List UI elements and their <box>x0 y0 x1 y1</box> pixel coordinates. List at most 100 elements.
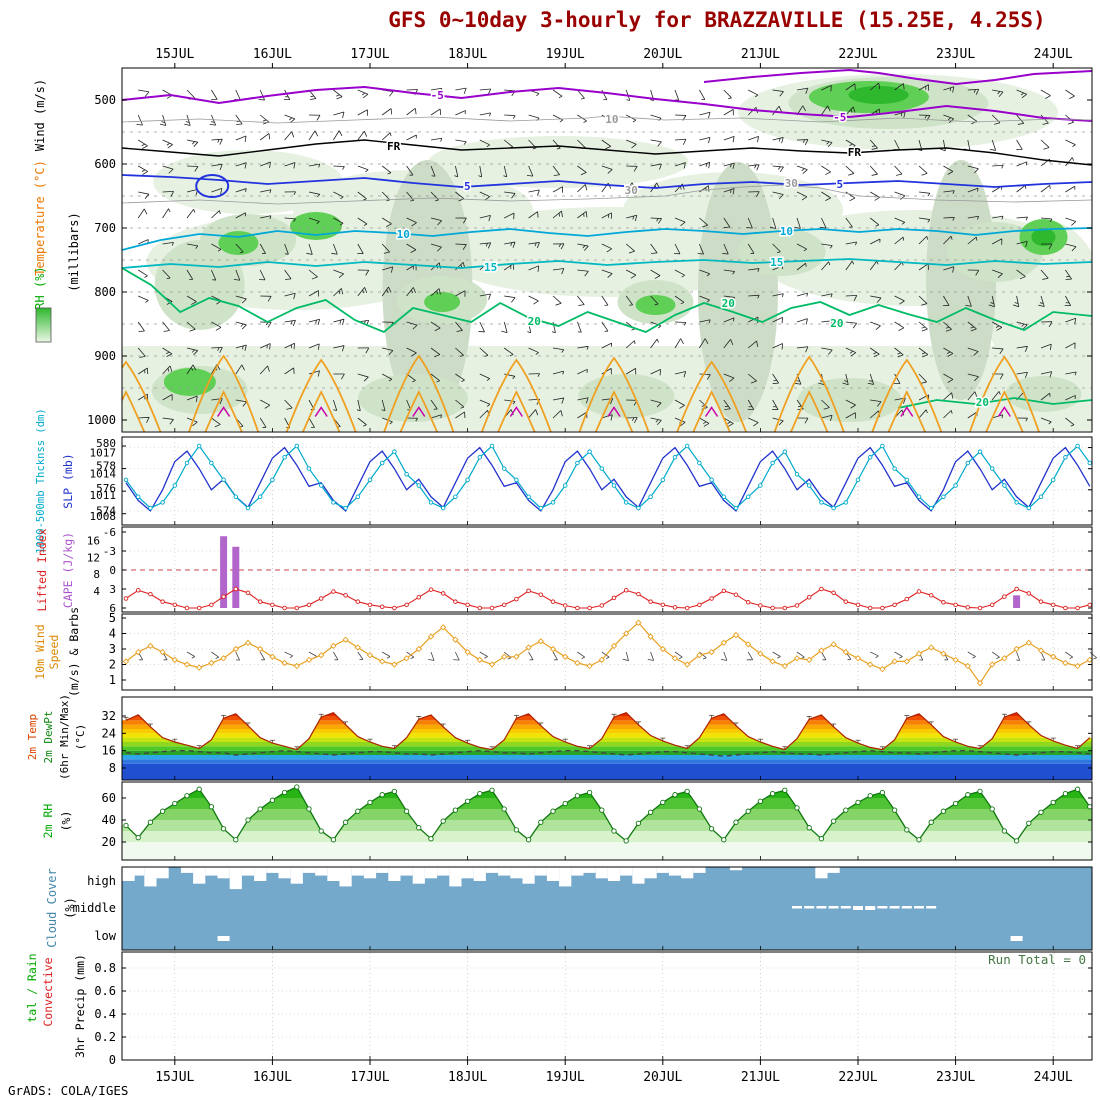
wind-barb-tick <box>163 330 170 332</box>
series-marker <box>636 505 641 511</box>
wind-barb-tick <box>314 130 319 137</box>
wind-barb <box>504 191 516 194</box>
series-marker <box>623 588 629 593</box>
wind-barb-halftick <box>193 209 196 213</box>
wind-barb-tick <box>194 166 199 172</box>
wind-barb-tick <box>439 88 443 95</box>
wind-barb-tick <box>560 243 565 250</box>
wind-barb <box>674 417 686 423</box>
cloud-bar-low <box>1010 936 1023 941</box>
series-marker <box>501 653 508 660</box>
value-band <box>122 737 1092 742</box>
wind-barb <box>992 347 1004 350</box>
wind-barb <box>503 263 514 271</box>
wind-barb-halftick <box>293 191 296 196</box>
wind-barb <box>1016 161 1027 167</box>
wind-barb <box>821 261 829 271</box>
value-band <box>122 842 1092 860</box>
series-marker <box>916 494 922 500</box>
wind-barb <box>1065 139 1076 145</box>
wind-barb <box>650 139 662 143</box>
contour-label: 10 <box>780 225 793 238</box>
wind-barb <box>992 164 1004 167</box>
wind-barb <box>235 295 247 300</box>
series-marker <box>392 449 397 454</box>
wind-barb <box>1040 185 1050 193</box>
contour-label: 20 <box>722 297 735 310</box>
wind-barb <box>650 651 655 661</box>
wind-barb-halftick <box>191 656 195 659</box>
wind-barb <box>333 89 343 97</box>
series-marker <box>855 799 861 806</box>
wind-barb-tick <box>1017 122 1024 125</box>
series-marker <box>342 636 349 643</box>
wind-barb <box>1065 89 1075 97</box>
contour-arch-inner <box>497 389 536 432</box>
wind-barb-halftick <box>1020 92 1025 96</box>
contour-line <box>897 397 1092 409</box>
pressure-tick-label: 1000 <box>87 413 116 427</box>
wind-barb <box>967 347 979 352</box>
wind-barb <box>1040 371 1052 375</box>
wind-barb <box>1016 240 1028 245</box>
wind-barb <box>552 370 564 375</box>
left-axis-label: SLP (mb) <box>61 453 75 508</box>
wind-barb-tick <box>828 349 833 355</box>
wind-barb <box>943 217 955 219</box>
contour-line <box>122 184 1092 205</box>
wind-barb-halftick <box>952 217 955 221</box>
wind-barb <box>259 269 266 281</box>
wind-barb-tick <box>488 293 491 300</box>
contour-line <box>122 227 1092 251</box>
wind-barb <box>308 163 320 167</box>
wind-barb-halftick <box>728 97 732 100</box>
wind-barb <box>211 321 222 328</box>
wind-barb <box>430 373 440 382</box>
series-marker <box>453 494 458 500</box>
wind-barb-halftick <box>757 268 760 272</box>
wind-barb-halftick <box>1014 302 1019 305</box>
wind-barb-halftick <box>336 94 340 97</box>
wind-barb-halftick <box>478 175 482 178</box>
wind-barb-tick <box>802 105 806 112</box>
wind-barb-halftick <box>947 117 951 121</box>
series-marker <box>148 591 153 597</box>
series-marker <box>781 662 788 670</box>
series-marker <box>440 505 446 511</box>
wind-barb <box>235 162 247 167</box>
wind-barb-halftick <box>849 350 854 354</box>
wind-barb <box>211 163 223 167</box>
wind-barb-tick <box>1071 221 1077 226</box>
precip-tick-label: 0.4 <box>94 1007 116 1021</box>
wind-barb-tick <box>342 319 345 326</box>
series-marker <box>574 793 581 799</box>
series-marker <box>160 599 165 604</box>
panel-border <box>121 526 1093 613</box>
wind-barb-tick <box>293 162 296 169</box>
wind-barb <box>699 161 710 167</box>
cloud-bar-high <box>278 867 291 879</box>
rh-shading-blob <box>424 292 461 312</box>
wind-barb <box>992 321 1003 328</box>
wind-barb-tick <box>290 118 296 123</box>
wind-barb <box>284 367 294 375</box>
wind-barb-tick <box>341 345 345 352</box>
wind-barb <box>650 417 662 421</box>
series-marker <box>488 661 496 668</box>
series-marker <box>294 605 300 611</box>
wind-barb-halftick <box>577 331 582 333</box>
series-marker <box>672 455 678 460</box>
wind-barb-halftick <box>386 289 389 293</box>
wind-barb <box>381 399 386 411</box>
wind-barb <box>943 410 952 419</box>
series-marker <box>281 659 288 667</box>
wind-barb <box>674 651 683 658</box>
wind-barb <box>162 394 173 401</box>
series-marker <box>867 455 873 460</box>
wind-barb <box>943 235 952 245</box>
contour-line <box>122 174 1092 189</box>
wind-barb-halftick <box>486 378 491 381</box>
grads-credit: GrADS: COLA/IGES <box>8 1083 128 1098</box>
wind-barb-tick <box>825 171 831 176</box>
